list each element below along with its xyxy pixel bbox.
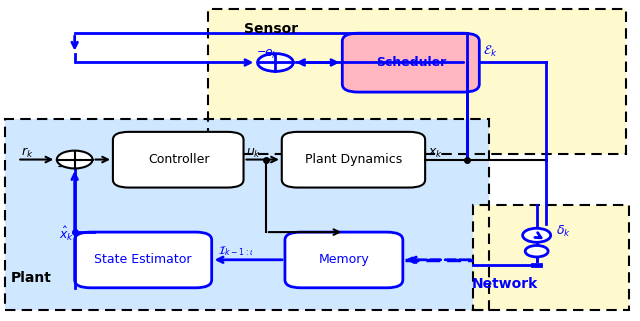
- Circle shape: [257, 54, 293, 71]
- FancyBboxPatch shape: [75, 232, 212, 288]
- FancyBboxPatch shape: [209, 9, 626, 154]
- FancyBboxPatch shape: [113, 132, 244, 187]
- Text: $\mathcal{I}_{k-1:\iota}$: $\mathcal{I}_{k-1:\iota}$: [218, 244, 253, 258]
- Text: Memory: Memory: [319, 253, 369, 266]
- Text: Plant: Plant: [11, 271, 52, 285]
- Circle shape: [525, 246, 548, 257]
- Circle shape: [523, 228, 550, 242]
- Text: Plant Dynamics: Plant Dynamics: [305, 153, 403, 166]
- Text: Network: Network: [472, 277, 538, 291]
- FancyBboxPatch shape: [285, 232, 403, 288]
- Circle shape: [57, 151, 93, 169]
- FancyBboxPatch shape: [282, 132, 425, 187]
- Text: $x_k$: $x_k$: [428, 147, 444, 160]
- Text: State Estimator: State Estimator: [94, 253, 191, 266]
- Text: $-$: $-$: [256, 45, 266, 55]
- Text: Sensor: Sensor: [244, 22, 298, 36]
- FancyBboxPatch shape: [342, 33, 479, 92]
- Text: $\mathcal{E}_k$: $\mathcal{E}_k$: [483, 44, 497, 59]
- Text: $\hat{x}_k$: $\hat{x}_k$: [59, 225, 74, 243]
- Text: $e_k$: $e_k$: [264, 48, 279, 61]
- Text: $r_k$: $r_k$: [20, 146, 33, 160]
- Text: $u_k$: $u_k$: [246, 147, 261, 160]
- FancyBboxPatch shape: [4, 119, 489, 310]
- Text: Scheduler: Scheduler: [376, 56, 446, 69]
- Text: $-$: $-$: [56, 160, 67, 173]
- Text: Controller: Controller: [148, 153, 209, 166]
- Text: $\delta_k$: $\delta_k$: [556, 224, 571, 239]
- FancyBboxPatch shape: [473, 205, 629, 310]
